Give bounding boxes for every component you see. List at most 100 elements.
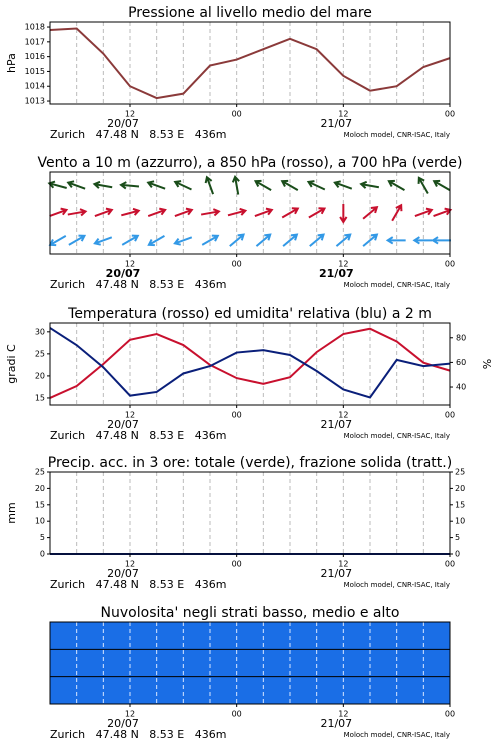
date-label: 20/07 <box>107 717 139 730</box>
wind-arrow <box>48 234 67 247</box>
wind-arrow <box>362 233 379 247</box>
cloud-cell <box>400 676 426 704</box>
y-tick-label-right: 15 <box>455 500 465 509</box>
y2-tick-label: 40 <box>456 383 466 392</box>
x-tick-label: 00 <box>445 260 455 269</box>
x-tick-label: 12 <box>338 560 348 569</box>
wind-arrow <box>147 234 165 247</box>
wind-arrow <box>339 204 348 224</box>
y-tick-label: 15 <box>35 393 45 402</box>
cloud-cell <box>375 676 401 704</box>
wind-arrow <box>92 180 113 189</box>
y-tick-label: 20 <box>35 371 45 380</box>
cloud-cell <box>150 649 176 677</box>
wind-arrow <box>335 233 352 247</box>
y-tick-label: 5 <box>40 533 45 542</box>
cloud-cell <box>225 622 251 650</box>
location: Zurich 47.48 N 8.53 E 436m <box>50 278 226 291</box>
y-axis-label: hPa <box>5 53 18 73</box>
wind-arrow <box>173 236 193 246</box>
wind-arrow <box>93 236 113 246</box>
y-tick-label: 1014 <box>25 82 45 91</box>
cloud-cell <box>425 622 451 650</box>
location: Zurich 47.48 N 8.53 E 436m <box>50 429 226 442</box>
wind-arrow <box>280 179 299 192</box>
cloud-cell <box>325 649 351 677</box>
cloud-cell <box>50 676 76 704</box>
credit: Moloch model, CNR-ISAC, Italy <box>344 731 450 739</box>
plot-frame <box>49 171 451 255</box>
wind-arrow <box>309 233 325 247</box>
cloud-cell <box>150 622 176 650</box>
date-label: 20/07 <box>107 117 139 130</box>
credit: Moloch model, CNR-ISAC, Italy <box>344 432 450 440</box>
wind-arrow <box>385 236 406 245</box>
cloud-cell <box>350 622 376 650</box>
location: Zurich 47.48 N 8.53 E 436m <box>50 578 226 591</box>
credit: Moloch model, CNR-ISAC, Italy <box>344 131 450 139</box>
y-tick-label: 1015 <box>25 67 45 76</box>
cloud-cell <box>75 676 101 704</box>
wind-arrow <box>333 180 353 190</box>
wind-arrow <box>306 180 326 191</box>
cloud-cell <box>350 676 376 704</box>
cloud-cell <box>225 676 251 704</box>
y-tick-label-right: 5 <box>455 533 460 542</box>
credit: Moloch model, CNR-ISAC, Italy <box>344 581 450 589</box>
wind-arrow <box>66 180 86 190</box>
y-tick-label-right: 0 <box>455 550 460 559</box>
x-tick-label: 00 <box>445 560 455 569</box>
cloud-cell <box>325 622 351 650</box>
cloud-cell <box>150 676 176 704</box>
x-tick-label: 12 <box>125 560 135 569</box>
cloud-cell <box>75 649 101 677</box>
x-tick-label: 00 <box>232 710 242 719</box>
y2-tick-label: 80 <box>456 333 466 342</box>
y-tick-label: 10 <box>35 517 45 526</box>
cloud-cell <box>300 676 326 704</box>
y-tick-label: 20 <box>35 484 45 493</box>
wind-arrow <box>412 236 433 245</box>
x-tick-label: 12 <box>125 411 135 420</box>
wind-arrow <box>417 176 429 194</box>
y-tick-label: 25 <box>35 349 45 358</box>
cloud-cell <box>100 649 126 677</box>
wind-arrow <box>282 233 299 247</box>
cloud-cell <box>50 649 76 677</box>
y-tick-label: 1017 <box>25 37 45 46</box>
cloud-cell <box>275 622 301 650</box>
wind-arrow <box>119 181 140 190</box>
cloud-cell <box>425 676 451 704</box>
date-label: 20/07 <box>107 418 139 431</box>
wind-arrow <box>414 207 434 218</box>
plot-frame <box>49 21 451 105</box>
cloud-cell <box>200 649 226 677</box>
cloud-cell <box>275 649 301 677</box>
wind-arrow <box>200 208 221 217</box>
y-tick-label-right: 10 <box>455 517 465 526</box>
panel-title: Precip. acc. in 3 ore: totale (verde), f… <box>48 455 452 471</box>
wind-arrow <box>204 175 215 195</box>
cloud-cell <box>375 622 401 650</box>
plot-frame <box>49 621 451 705</box>
wind-arrow <box>254 207 274 218</box>
cloud-cell <box>275 676 301 704</box>
cloud-cell <box>250 676 276 704</box>
y-tick-label: 25 <box>35 468 45 477</box>
data-line <box>49 27 451 100</box>
cloud-cell <box>400 649 426 677</box>
cloud-cell <box>200 676 226 704</box>
wind-arrow <box>67 208 88 217</box>
x-tick-label: 00 <box>445 411 455 420</box>
cloud-cell <box>400 622 426 650</box>
cloud-cell <box>325 676 351 704</box>
cloud-cell <box>175 622 201 650</box>
y-tick-label: 0 <box>40 550 45 559</box>
cloud-cell <box>125 622 151 650</box>
y-axis-label: gradi C <box>5 344 18 384</box>
wind-arrow <box>94 207 114 218</box>
cloud-cell <box>250 649 276 677</box>
x-tick-label: 12 <box>338 710 348 719</box>
credit: Moloch model, CNR-ISAC, Italy <box>344 281 450 289</box>
